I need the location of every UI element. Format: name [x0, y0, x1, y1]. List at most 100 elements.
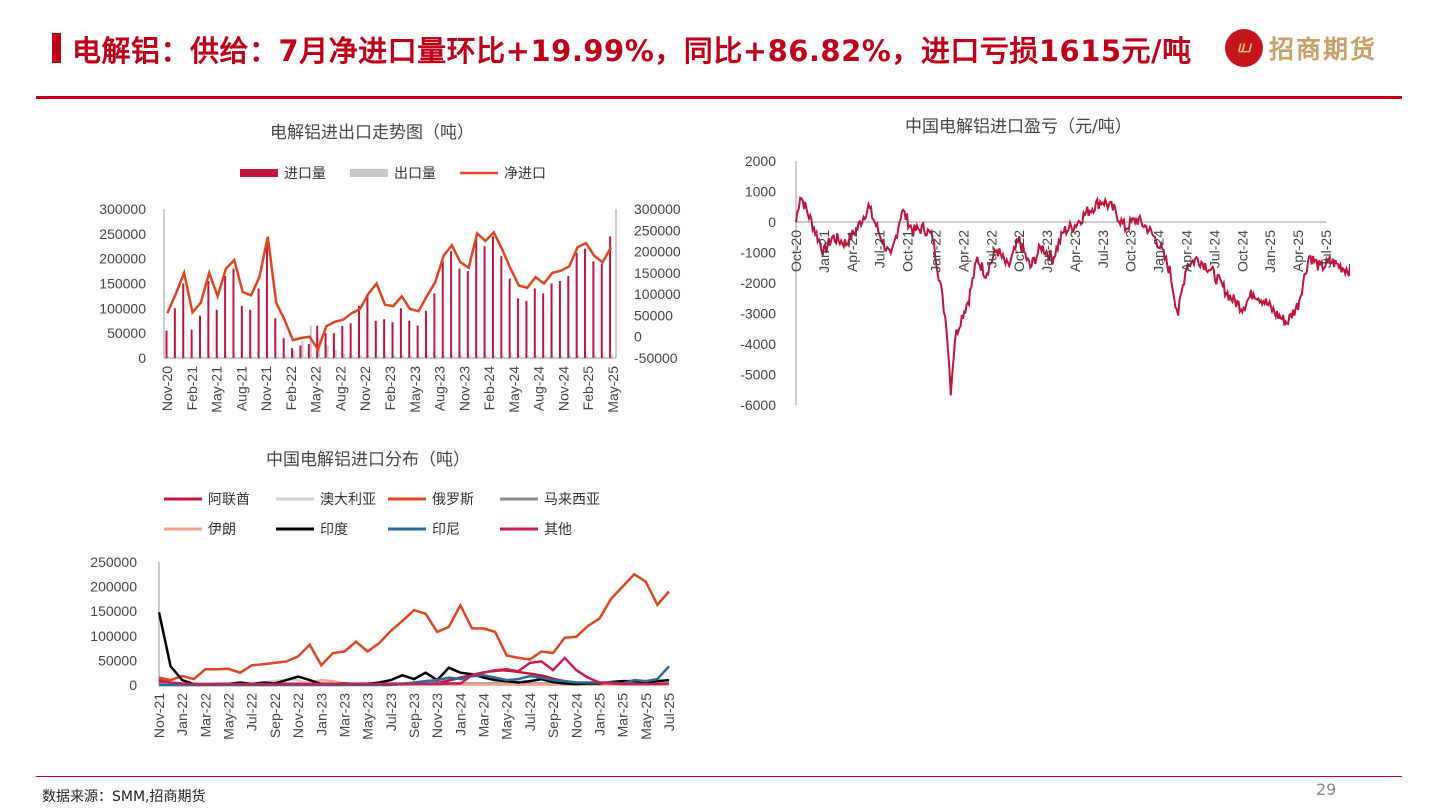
export-bar — [251, 356, 254, 358]
export-bar — [226, 356, 229, 358]
y-tick-label: 50000 — [98, 652, 137, 668]
x-tick-label: Apr-25 — [1290, 230, 1306, 272]
import-bar — [483, 246, 486, 358]
import-bar — [475, 237, 478, 358]
import-bar — [265, 241, 268, 358]
legend-label-3: 马来西亚 — [544, 491, 600, 507]
import-bar — [190, 329, 193, 358]
x-tick-label: Jan-24 — [1151, 230, 1167, 273]
import-bar — [224, 276, 227, 358]
export-bar — [426, 355, 429, 358]
left-y-tick: 250000 — [99, 226, 146, 242]
export-bar — [393, 355, 396, 358]
x-tick-label: Apr-21 — [844, 230, 860, 272]
x-tick-label: Jul-21 — [872, 230, 888, 268]
export-bar — [527, 355, 530, 358]
export-bar — [184, 356, 187, 358]
left-y-tick: 300000 — [99, 201, 146, 217]
right-y-tick: 100000 — [634, 286, 681, 302]
y-tick-label: 1000 — [745, 184, 776, 200]
export-bar — [309, 325, 312, 358]
import-bar — [533, 288, 536, 358]
x-tick-label: Oct-20 — [788, 230, 804, 272]
export-bar — [443, 355, 446, 358]
import-bar — [374, 320, 377, 358]
import-bar — [466, 271, 469, 358]
header-divider — [36, 96, 1402, 99]
export-bar — [519, 355, 522, 358]
x-tick-label: Nov-24 — [555, 366, 571, 411]
import-bar — [291, 348, 294, 358]
import-bar — [182, 283, 185, 358]
y-tick-label: -6000 — [740, 397, 776, 413]
x-tick-label: May-22 — [221, 693, 237, 740]
x-tick-label: May-24 — [499, 693, 515, 740]
export-bar — [334, 350, 337, 358]
import-bar — [508, 278, 511, 358]
export-bar — [376, 355, 379, 358]
export-bar — [435, 355, 438, 358]
export-bar — [343, 354, 346, 358]
export-bar — [242, 356, 245, 358]
export-bar — [552, 355, 555, 358]
x-tick-label: May-22 — [308, 366, 324, 413]
legend-label-2: 净进口 — [504, 165, 546, 181]
right-y-tick: 200000 — [634, 244, 681, 260]
x-tick-label: Jan-23 — [313, 693, 329, 736]
series-line-2 — [158, 572, 670, 682]
x-tick-label: Apr-24 — [1179, 230, 1195, 272]
export-bar — [276, 356, 279, 358]
x-tick-label: Mar-22 — [197, 693, 213, 738]
export-bar — [217, 356, 220, 358]
y-tick-label: -3000 — [740, 306, 776, 322]
trade-chart: 进口量 出口量 净进口 0 50000 100000 150000 200000 250000 3… — [99, 165, 681, 413]
x-tick-label: Jul-22 — [983, 230, 999, 268]
x-tick-label: May-23 — [360, 693, 376, 740]
right-y-tick: 150000 — [634, 265, 681, 281]
export-bar — [535, 355, 538, 358]
import-bar — [542, 293, 545, 358]
y-tick-label: 100000 — [90, 628, 137, 644]
x-tick-label: Oct-23 — [1123, 230, 1139, 272]
import-bar — [433, 293, 436, 358]
import-bar — [240, 305, 243, 358]
import-bar — [525, 300, 528, 358]
x-tick-label: Jul-24 — [1206, 230, 1222, 268]
import-bar — [609, 236, 612, 358]
x-tick-label: Feb-23 — [382, 366, 398, 411]
x-tick-label: Oct-24 — [1234, 230, 1250, 272]
right-y-tick: 250000 — [634, 222, 681, 238]
import-bar — [424, 310, 427, 358]
import-bar — [408, 320, 411, 358]
export-bar — [560, 355, 563, 358]
export-bar — [267, 356, 270, 358]
export-bar — [175, 356, 178, 358]
import-bar — [383, 319, 386, 358]
import-bar — [416, 325, 419, 358]
x-tick-label: May-21 — [209, 366, 225, 413]
x-tick-label: Sep-24 — [545, 693, 561, 738]
x-tick-label: Sep-22 — [267, 693, 283, 738]
x-tick-label: Jan-21 — [816, 230, 832, 273]
import-bar — [349, 323, 352, 358]
title-accent-bar — [52, 33, 61, 63]
logo-text: 招商期货 — [1269, 35, 1378, 64]
footer-divider — [36, 776, 1402, 777]
profit-line — [795, 195, 1350, 396]
import-bar — [316, 325, 319, 358]
x-tick-label: Jan-23 — [1039, 230, 1055, 273]
x-tick-label: Feb-21 — [184, 366, 200, 411]
import-bar — [500, 256, 503, 358]
x-tick-label: Jul-24 — [522, 693, 538, 731]
y-tick-label: 0 — [768, 214, 776, 230]
right-y-tick: 300000 — [634, 201, 681, 217]
export-bar — [460, 355, 463, 358]
y-tick-label: 2000 — [745, 153, 776, 169]
export-bar — [452, 355, 455, 358]
left-y-tick: 200000 — [99, 251, 146, 267]
import-bar — [567, 276, 570, 358]
left-y-tick: 50000 — [107, 325, 146, 341]
export-bar — [167, 356, 170, 358]
import-bar — [215, 309, 218, 358]
x-tick-label: Nov-20 — [159, 366, 175, 411]
